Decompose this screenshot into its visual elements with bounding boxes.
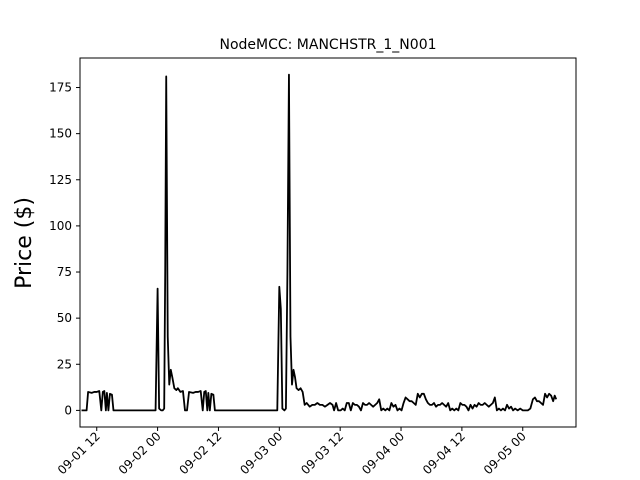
x-tick-label: 09-03 12 [298,429,346,477]
y-tick-label: 150 [49,127,72,141]
y-axis-ticks: 0 25 50 75 100 125 150 175 [49,81,80,417]
y-tick-label: 100 [49,219,72,233]
y-tick-label: 50 [57,311,72,325]
x-tick-label: 09-03 00 [237,429,285,477]
x-tick-label: 09-01 12 [55,429,103,477]
x-tick-label: 09-02 00 [116,429,164,477]
y-tick-label: 0 [64,403,72,417]
x-axis-ticks: 09-01 12 09-02 00 09-02 12 09-03 00 09-03 12… [55,427,529,477]
y-tick-label: 125 [49,173,72,187]
x-tick-label: 09-05 00 [481,429,529,477]
x-tick-label: 09-02 12 [177,429,225,477]
y-tick-label: 175 [49,81,72,95]
y-tick-label: 75 [57,265,72,279]
y-tick-label: 25 [57,357,72,371]
plot-area-frame [79,57,577,428]
price-series-line [81,73,558,412]
chart-title: NodeMCC: MANCHSTR_1_N001 [219,37,436,53]
x-tick-label: 09-04 12 [420,429,468,477]
y-axis-label: Price ($) [12,197,37,289]
x-tick-label: 09-04 00 [359,429,407,477]
